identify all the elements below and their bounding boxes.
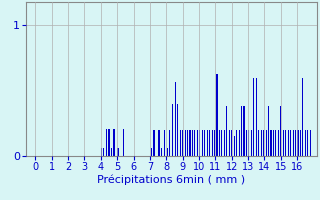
Bar (302, 78, 303, 156)
Bar (253, 78, 254, 156)
Bar (180, 130, 181, 156)
Bar (224, 130, 225, 156)
Bar (185, 130, 186, 156)
Bar (305, 130, 306, 156)
Bar (158, 130, 159, 156)
Bar (270, 130, 272, 156)
Bar (285, 130, 286, 156)
Bar (164, 130, 165, 156)
Bar (275, 130, 276, 156)
Bar (103, 148, 104, 156)
Bar (187, 130, 188, 156)
Bar (300, 130, 301, 156)
Bar (199, 130, 200, 156)
Bar (288, 130, 289, 156)
Bar (297, 130, 299, 156)
Bar (177, 104, 178, 156)
Bar (290, 130, 291, 156)
Bar (258, 130, 259, 156)
Bar (283, 130, 284, 156)
Bar (263, 130, 264, 156)
Bar (238, 130, 240, 156)
Bar (189, 130, 191, 156)
Bar (175, 82, 176, 156)
Bar (106, 129, 107, 156)
Bar (108, 129, 110, 156)
Bar (246, 130, 247, 156)
Bar (192, 130, 193, 156)
Bar (161, 148, 162, 156)
Bar (221, 130, 222, 156)
Bar (182, 130, 183, 156)
Bar (214, 130, 215, 156)
Bar (307, 130, 308, 156)
Bar (202, 130, 203, 156)
Bar (154, 130, 155, 156)
Bar (256, 78, 257, 156)
Bar (280, 106, 281, 156)
Bar (229, 130, 230, 156)
Bar (266, 130, 267, 156)
Bar (117, 148, 119, 156)
Bar (251, 130, 252, 156)
Bar (123, 129, 124, 156)
Bar (295, 130, 296, 156)
Bar (273, 130, 274, 156)
Bar (169, 130, 170, 156)
Bar (248, 130, 250, 156)
Bar (194, 130, 196, 156)
Bar (292, 130, 294, 156)
Bar (209, 130, 210, 156)
Bar (101, 148, 102, 156)
Bar (231, 130, 232, 156)
Bar (260, 130, 262, 156)
Bar (310, 130, 311, 156)
Bar (219, 130, 220, 156)
Bar (268, 106, 269, 156)
Bar (197, 130, 198, 156)
Bar (207, 130, 208, 156)
Bar (278, 130, 279, 156)
Bar (241, 106, 242, 156)
Bar (172, 104, 173, 156)
Bar (226, 106, 228, 156)
Bar (204, 130, 205, 156)
Bar (113, 129, 115, 156)
Bar (111, 148, 112, 156)
Bar (236, 130, 237, 156)
Bar (216, 74, 218, 156)
Bar (151, 148, 152, 156)
Bar (212, 130, 213, 156)
Bar (166, 148, 168, 156)
Bar (234, 136, 235, 156)
X-axis label: Précipitations 6min ( mm ): Précipitations 6min ( mm ) (97, 174, 245, 185)
